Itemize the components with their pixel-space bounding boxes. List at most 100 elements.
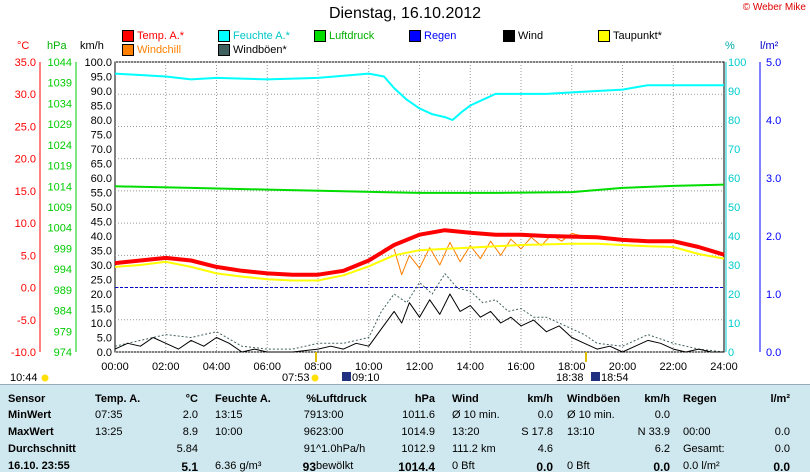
- temp-tick-label: 0.0: [21, 283, 36, 295]
- temp-tick-label: 10.0: [15, 218, 36, 230]
- table-header: Temp. A.: [95, 393, 141, 405]
- x-tick-label: 24:00: [710, 361, 738, 373]
- table-header: °C: [185, 393, 198, 405]
- wind-tick-label: 55.0: [91, 188, 112, 200]
- humidity-tick-label: 20: [728, 289, 740, 301]
- table-header: Feuchte A.: [215, 393, 271, 405]
- legend-label: Wind: [518, 30, 544, 42]
- table-cell: Ø 10 min.: [567, 409, 615, 421]
- table-cell: 1014.4: [398, 460, 435, 474]
- pressure-tick-label: 974: [54, 347, 72, 359]
- stats-table: Sensor Temp. A. °C Feuchte A.% Luftdruck hPa W…: [0, 384, 810, 474]
- table-cell: 0.0: [774, 426, 790, 438]
- wind-tick-label: 75.0: [91, 130, 112, 142]
- rain-tick-label: 2.0: [766, 231, 781, 243]
- table-cell: 07:35: [95, 409, 123, 421]
- legend-label: Luftdruck: [329, 30, 375, 42]
- table-cell: 13:20: [452, 426, 480, 438]
- x-tick-label: 20:00: [609, 361, 637, 373]
- sunrise2-time: 09:10: [352, 372, 380, 384]
- legend-label: Windchill: [137, 44, 182, 56]
- pressure-tick-label: 1019: [48, 161, 72, 173]
- table-cell: S 17.8: [521, 426, 553, 438]
- table-cell: 23:00: [316, 426, 344, 438]
- wind-tick-label: 30.0: [91, 260, 112, 272]
- humidity-tick-label: 30: [728, 260, 740, 272]
- sunrise-time: 07:53: [282, 372, 310, 384]
- wind-tick-label: 85.0: [91, 101, 112, 113]
- table-header: Luftdruck: [316, 393, 367, 405]
- wind-tick-label: 90.0: [91, 86, 112, 98]
- wind-tick-label: 35.0: [91, 246, 112, 258]
- temp-tick-label: 15.0: [15, 186, 36, 198]
- wind-tick-label: 20.0: [91, 289, 112, 301]
- legend-swatch: [218, 30, 230, 42]
- table-header: km/h: [644, 393, 670, 405]
- temp-tick-label: 25.0: [15, 121, 36, 133]
- sunset2-icon: [591, 372, 600, 381]
- table-cell: 0.0: [654, 409, 670, 421]
- table-header: l/m²: [770, 393, 790, 405]
- table-cell: 0 Bft: [452, 460, 475, 472]
- table-cell: 0 Bft: [567, 460, 590, 472]
- temp-tick-label: 5.0: [21, 250, 36, 262]
- pressure-tick-label: 979: [54, 326, 72, 338]
- table-header: km/h: [527, 393, 553, 405]
- rain-tick-label: 4.0: [766, 115, 781, 127]
- wind-tick-label: 70.0: [91, 144, 112, 156]
- legend-swatch: [122, 44, 134, 56]
- x-axis-ticks: 00:00 02:00 04:00 06:00 08:00 10:00 12:00 14:00…: [101, 361, 738, 373]
- wind-tick-label: 65.0: [91, 159, 112, 171]
- rain-axis-unit: l/m²: [760, 40, 779, 52]
- x-tick-label: 18:00: [558, 361, 586, 373]
- humidity-tick-label: 0: [728, 347, 734, 359]
- table-cell: 6.2: [654, 443, 670, 455]
- rain-tick-label: 3.0: [766, 173, 781, 185]
- table-cell: 13:25: [95, 426, 123, 438]
- table-row-label: 16.10. 23:55: [8, 460, 70, 472]
- table-header: Regen: [683, 393, 717, 405]
- rain-tick-label: 0.0: [766, 347, 781, 359]
- pressure-tick-label: 1039: [48, 78, 72, 90]
- pressure-tick-label: 1044: [48, 57, 72, 69]
- table-cell: Gesamt:: [683, 443, 725, 455]
- wind-tick-label: 5.0: [97, 333, 112, 345]
- table-cell: 79: [303, 409, 316, 421]
- table-header: Wind: [452, 393, 479, 405]
- temp-axis-unit: °C: [17, 40, 30, 52]
- table-header: hPa: [414, 393, 435, 405]
- legend-item: Wind: [503, 30, 543, 42]
- table-header: %: [306, 393, 316, 405]
- sunrise2-icon: [342, 372, 351, 381]
- temp-tick-label: -10.0: [11, 347, 36, 359]
- weather-chart: 00:00 02:00 04:00 06:00 08:00 10:00 12:00 14:00…: [11, 57, 781, 382]
- temp-axis-ticks: 35.0 30.0 25.0 20.0 15.0 10.0 5.0 0.0 -5.0 -10.0: [11, 57, 36, 359]
- pressure-tick-label: 994: [54, 264, 72, 276]
- table-cell: 91: [303, 443, 316, 455]
- wind-tick-label: 25.0: [91, 275, 112, 287]
- temp-tick-label: 20.0: [15, 154, 36, 166]
- table-cell: 1012.9: [401, 443, 435, 455]
- table-cell: 0.0 l/m²: [683, 460, 720, 472]
- temp-tick-label: 35.0: [15, 57, 36, 69]
- x-tick-label: 22:00: [659, 361, 687, 373]
- table-cell: 96: [303, 426, 316, 438]
- legend-item: Taupunkt*: [598, 30, 662, 42]
- x-tick-label: 06:00: [253, 361, 281, 373]
- legend-label: Temp. A.*: [137, 30, 185, 42]
- copyright: © Weber Mike: [742, 2, 806, 13]
- humidity-tick-label: 40: [728, 231, 740, 243]
- wind-axis-unit: km/h: [80, 40, 104, 52]
- sunrise-icon: [311, 374, 319, 382]
- grid-lines: [39, 61, 761, 353]
- legend-item: Regen: [409, 30, 456, 42]
- rain-tick-label: 5.0: [766, 57, 781, 69]
- table-header: Windböen: [567, 393, 621, 405]
- table-cell: 0.0: [774, 443, 790, 455]
- series-luftdruck: [114, 183, 725, 194]
- pressure-tick-label: 999: [54, 243, 72, 255]
- table-cell: 2.0: [182, 409, 198, 421]
- humidity-tick-label: 60: [728, 173, 740, 185]
- table-cell: 0.0: [653, 460, 670, 474]
